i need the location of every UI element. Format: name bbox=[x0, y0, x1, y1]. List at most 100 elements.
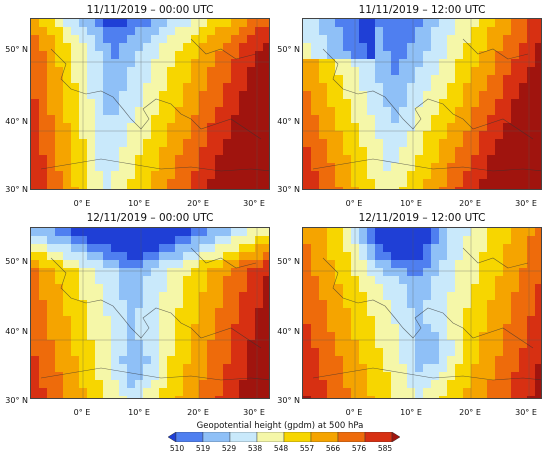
field-cell bbox=[311, 83, 320, 92]
field-cell bbox=[183, 139, 192, 148]
field-cell bbox=[319, 388, 328, 397]
field-cell bbox=[407, 316, 416, 325]
field-cell bbox=[415, 300, 424, 309]
field-cell bbox=[359, 179, 368, 188]
field-cell bbox=[503, 372, 512, 381]
field-cell bbox=[495, 236, 504, 245]
field-cell bbox=[255, 340, 264, 349]
field-cell bbox=[159, 51, 168, 60]
field-cell bbox=[111, 139, 120, 148]
field-cell bbox=[375, 171, 384, 180]
field-cell bbox=[447, 115, 456, 124]
field-cell bbox=[375, 99, 384, 108]
field-cell bbox=[519, 228, 528, 237]
field-cell bbox=[375, 19, 384, 28]
field-cell bbox=[31, 19, 40, 28]
field-cell bbox=[503, 324, 512, 333]
field-cell bbox=[343, 35, 352, 44]
field-cell bbox=[119, 99, 128, 108]
field-cell bbox=[159, 179, 168, 188]
field-cell bbox=[199, 179, 208, 188]
field-cell bbox=[175, 187, 184, 189]
field-cell bbox=[87, 268, 96, 277]
field-cell bbox=[159, 268, 168, 277]
field-cell bbox=[87, 43, 96, 52]
field-cell bbox=[255, 155, 264, 164]
field-cell bbox=[95, 107, 104, 116]
field-cell bbox=[383, 308, 392, 317]
field-cell bbox=[247, 131, 256, 140]
field-cell bbox=[207, 356, 216, 365]
field-cell bbox=[391, 308, 400, 317]
field-cell bbox=[487, 115, 496, 124]
field-cell bbox=[159, 324, 168, 333]
field-cell bbox=[479, 300, 488, 309]
field-cell bbox=[263, 155, 269, 164]
field-cell bbox=[223, 236, 232, 245]
field-cell bbox=[103, 131, 112, 140]
field-cell bbox=[535, 380, 541, 389]
field-cell bbox=[71, 308, 80, 317]
field-cell bbox=[199, 83, 208, 92]
field-cell bbox=[399, 59, 408, 68]
field-cell bbox=[119, 51, 128, 60]
field-cell bbox=[95, 187, 104, 189]
field-cell bbox=[527, 244, 536, 253]
colorbar-box bbox=[337, 432, 366, 442]
field-cell bbox=[303, 75, 312, 84]
field-cell bbox=[239, 27, 248, 36]
field-cell bbox=[87, 59, 96, 68]
field-cell bbox=[383, 99, 392, 108]
field-cell bbox=[239, 155, 248, 164]
field-cell bbox=[335, 123, 344, 132]
field-cell bbox=[263, 107, 269, 116]
field-cell bbox=[415, 260, 424, 269]
field-cell bbox=[55, 115, 64, 124]
field-cell bbox=[31, 284, 40, 293]
field-cell bbox=[143, 388, 152, 397]
field-cell bbox=[39, 59, 48, 68]
field-cell bbox=[447, 348, 456, 357]
field-cell bbox=[407, 99, 416, 108]
field-cell bbox=[127, 396, 136, 398]
field-cell bbox=[423, 372, 432, 381]
field-cell bbox=[191, 236, 200, 245]
field-cell bbox=[87, 75, 96, 84]
field-cell bbox=[167, 244, 176, 253]
field-cell bbox=[495, 123, 504, 132]
field-cell bbox=[215, 75, 224, 84]
field-cell bbox=[31, 348, 40, 357]
field-cell bbox=[527, 27, 536, 36]
field-cell bbox=[127, 260, 136, 269]
field-cell bbox=[143, 19, 152, 28]
field-cell bbox=[183, 316, 192, 325]
field-cell bbox=[367, 131, 376, 140]
field-cell bbox=[335, 27, 344, 36]
field-cell bbox=[439, 276, 448, 285]
field-cell bbox=[415, 83, 424, 92]
field-cell bbox=[191, 123, 200, 132]
field-cell bbox=[55, 83, 64, 92]
field-cell bbox=[71, 284, 80, 293]
field-cell bbox=[319, 83, 328, 92]
field-cell bbox=[127, 171, 136, 180]
field-cell bbox=[191, 284, 200, 293]
field-cell bbox=[63, 155, 72, 164]
field-cell bbox=[263, 308, 269, 317]
field-cell bbox=[175, 59, 184, 68]
field-cell bbox=[391, 300, 400, 309]
field-cell bbox=[367, 244, 376, 253]
field-cell bbox=[199, 99, 208, 108]
field-cell bbox=[55, 324, 64, 333]
field-cell bbox=[207, 372, 216, 381]
field-cell bbox=[399, 139, 408, 148]
field-cell bbox=[423, 252, 432, 261]
field-cell bbox=[303, 107, 312, 116]
field-cell bbox=[471, 59, 480, 68]
field-cell bbox=[327, 35, 336, 44]
field-cell bbox=[343, 396, 352, 398]
field-cell bbox=[511, 163, 520, 172]
field-cell bbox=[167, 43, 176, 52]
field-cell bbox=[223, 308, 232, 317]
field-cell bbox=[127, 187, 136, 189]
